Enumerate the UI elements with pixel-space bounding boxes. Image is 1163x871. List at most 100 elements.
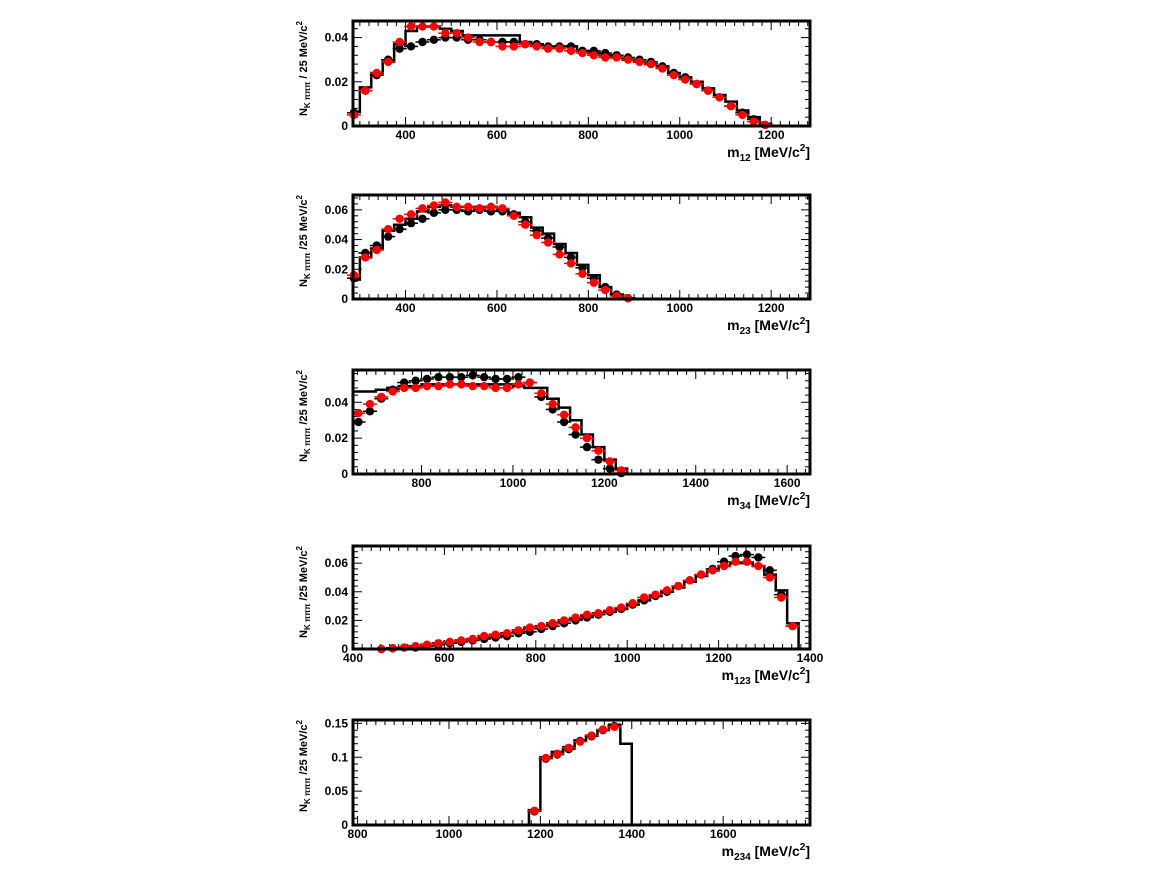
x-tick-label: 1000 [614,651,641,665]
series-2-point [681,75,690,84]
x-axis-title-part: 2 [800,842,806,853]
series-2-point [719,561,729,571]
series-2-point [468,634,477,644]
series-2-point [441,28,450,38]
series-2-point [559,616,569,625]
y-axis-title: NK πππ /25 MeV/c2 [295,369,312,462]
series-2-point [685,576,695,585]
x-axis-title-part: m [727,144,739,160]
series-2-point [543,238,553,247]
series-2-point [525,378,535,387]
series-2-point [612,53,621,62]
series-2-point [525,623,535,632]
x-axis-title-part: m [727,317,739,333]
series-2-point [765,573,774,582]
series-1-point [491,374,500,384]
series-2-point [658,64,667,73]
y-tick-label: 0.04 [325,585,349,599]
series-2-point [514,380,523,389]
series-2-point [509,42,519,51]
x-tick-label: 400 [396,128,416,142]
series-1-point [434,372,443,382]
series-2-point [395,37,404,47]
series-1-point [406,219,416,228]
series-2-point [537,389,546,398]
series-2-point [498,204,507,213]
series-2-point [509,211,519,220]
series-2-point [605,606,615,615]
x-tick-label: 800 [578,128,598,142]
x-axis-title-part: ] [805,492,810,508]
x-axis-title-part: [MeV/c [751,843,800,859]
series-2-point [738,110,747,120]
series-2-point [674,581,683,591]
series-2-point [646,59,656,69]
series-2-point [639,593,649,602]
panel-4: 400 600 800 1000 1200 1400 0 0.02 0.04 0.06 m123 [… [295,544,824,687]
x-tick-label: 1000 [666,128,693,142]
x-tick-label: 400 [396,301,416,315]
x-tick-label: 800 [578,301,598,315]
series-2-point [475,37,484,47]
series-1-point [559,417,569,427]
series-2-point [662,586,672,595]
panel-2: 400 600 800 1000 1200 0 0.02 0.04 0.06 m23 [MeV/c… [295,193,812,337]
series-2-point [548,399,557,409]
series-2-point [610,722,619,731]
x-axis-title-part: 12 [740,153,752,164]
series-2-point [566,46,576,56]
series-1-point [479,372,489,382]
y-tick-label: 0.02 [325,262,349,276]
x-axis-title-part: ] [805,667,810,683]
series-1-point [742,550,752,559]
histogram-step [375,561,800,651]
plot-frame [351,718,812,827]
series-2-point [365,399,375,409]
series-2-point [383,57,393,67]
series-2-point [566,259,576,268]
series-2-point [457,380,466,389]
series-2-point [521,220,530,229]
series-2-point [441,198,450,207]
series-1-point [457,372,466,382]
x-axis-title-part: 123 [734,676,751,687]
y-axis-title-part: N [298,108,310,116]
y-tick-label: 0 [341,818,348,832]
y-axis-title: NK πππ /25 MeV/c2 [295,194,312,287]
y-tick-label: 0.04 [325,31,349,45]
series-1-point [754,553,763,562]
series-2-point [788,621,797,631]
x-tick-label: 400 [343,651,363,665]
series-2-point [361,86,370,95]
series-2-point [372,68,381,78]
plot-frame [351,193,812,301]
y-axis-title-part: N [298,630,310,638]
series-2-point [491,630,500,639]
y-tick-label: 0 [341,642,348,656]
series-2-point [445,380,455,389]
series-2-point [498,42,507,51]
x-tick-label: 800 [412,476,432,490]
series-2-point [537,621,546,631]
x-tick-label: 1200 [758,128,785,142]
series-1-point [383,232,393,241]
y-tick-label: 0.04 [325,395,349,409]
series-2-point [383,224,393,234]
series-2-point [399,383,409,393]
x-tick-label: 1200 [758,301,785,315]
series-1-point [422,374,432,384]
y-tick-label: 0.06 [325,203,349,217]
y-tick-label: 0.04 [325,233,349,247]
series-1-point [566,253,576,262]
series-2-point [372,245,381,255]
series-1-point [578,263,587,272]
series-1-point [555,242,564,252]
series-2-point [598,725,608,734]
series-2-point [475,204,484,213]
series-2-point [697,570,706,579]
series-2-point [532,42,541,51]
series-2-point [605,457,615,466]
series-1-point [411,376,420,385]
series-2-point [731,557,740,566]
